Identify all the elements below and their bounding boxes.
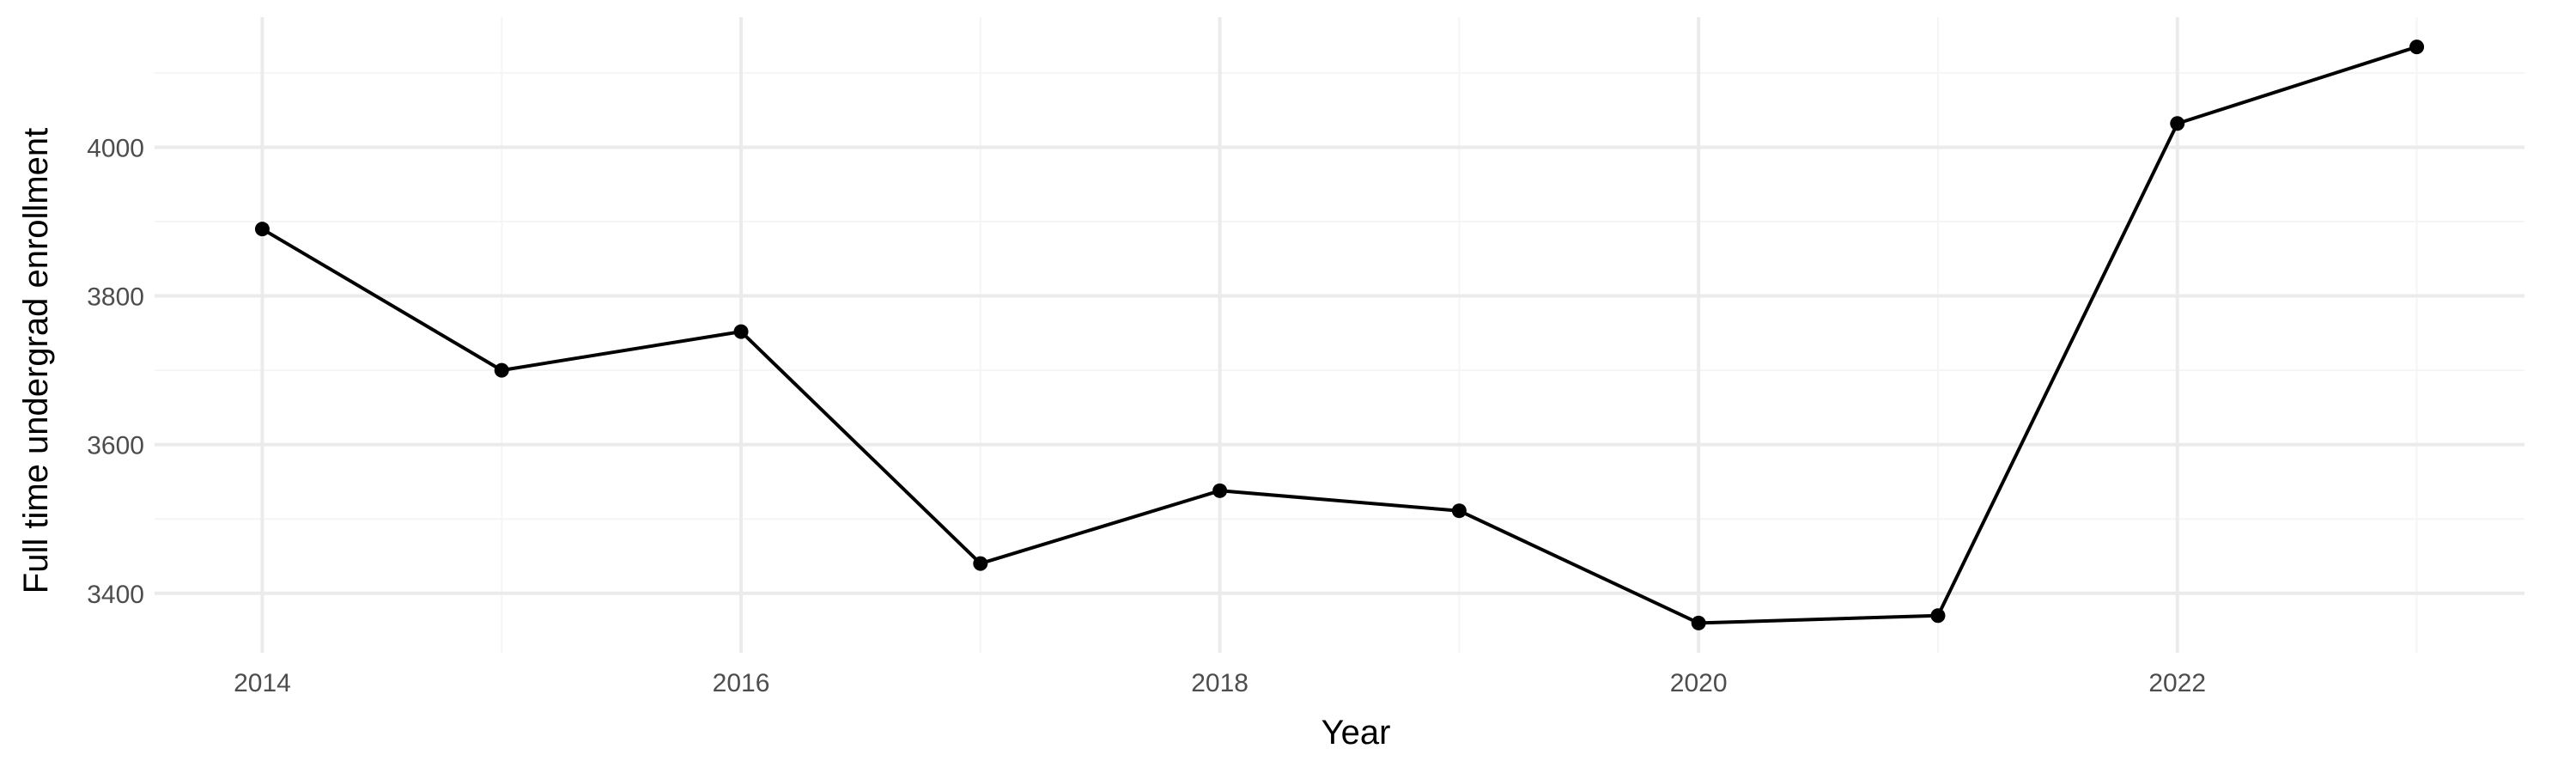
- x-tick-label: 2018: [1191, 669, 1249, 697]
- data-series: [254, 40, 2425, 630]
- x-tick-label: 2022: [2148, 669, 2206, 697]
- x-tick-label: 2014: [234, 669, 291, 697]
- y-tick-label: 3800: [87, 283, 144, 312]
- data-point: [1451, 503, 1467, 519]
- data-point: [733, 324, 749, 339]
- data-point: [1930, 608, 1946, 624]
- y-tick-label: 3600: [87, 432, 144, 460]
- data-point: [1691, 615, 1706, 630]
- data-point: [254, 222, 270, 237]
- data-point: [2170, 116, 2185, 131]
- grid-lines: [155, 17, 2524, 653]
- data-point: [973, 556, 988, 571]
- x-tick-label: 2016: [713, 669, 770, 697]
- y-tick-label: 4000: [87, 134, 144, 162]
- x-axis-title: Year: [1321, 714, 1391, 752]
- y-tick-label: 3400: [87, 581, 144, 609]
- x-axis-tick-labels: 2014 2016 2018 2020 2022: [234, 669, 2206, 697]
- y-axis-tick-labels: 3400 3600 3800 4000: [87, 134, 144, 608]
- data-point: [494, 362, 509, 378]
- x-tick-label: 2020: [1670, 669, 1728, 697]
- y-axis-title: Full time undergrad enrollment: [17, 128, 55, 593]
- series-line: [261, 45, 2418, 625]
- data-point: [2409, 40, 2425, 55]
- data-point: [1212, 483, 1228, 498]
